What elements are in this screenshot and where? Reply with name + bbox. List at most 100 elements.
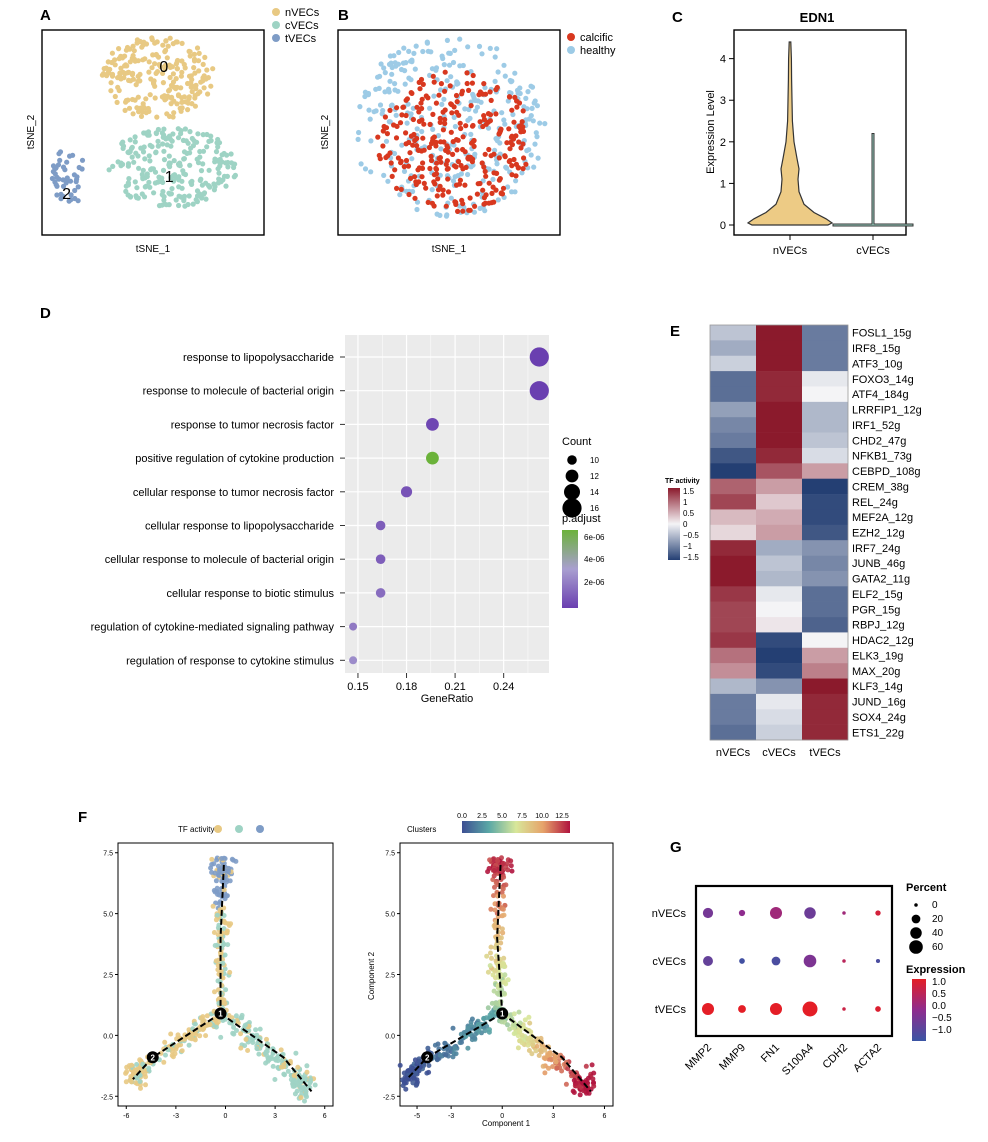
panel-a-point-tVECs — [55, 162, 62, 168]
panel-b-point-calcific — [507, 94, 513, 100]
panel-f-cell — [515, 1045, 521, 1051]
panel-e-cell — [710, 570, 756, 587]
panel-b-point-calcific — [380, 128, 386, 134]
panel-b-point-calcific — [493, 187, 499, 193]
panel-d-count-legend-key — [564, 484, 580, 500]
panel-b-point-calcific — [414, 104, 420, 110]
panel-a-point-cVECs — [181, 156, 187, 162]
panel-a-point-nVECs — [122, 107, 128, 113]
panel-f-cell — [501, 979, 507, 985]
panel-a-point-tVECs — [72, 187, 78, 194]
panel-b-point-calcific — [504, 140, 510, 146]
panel-a-point-nVECs — [196, 50, 202, 57]
panel-g-dot — [842, 959, 846, 963]
panel-f-cell — [550, 1064, 556, 1070]
panel-b-point-calcific — [516, 100, 523, 106]
panel-a-point-cVECs — [139, 191, 145, 197]
panel-f-cell — [473, 1031, 478, 1037]
panel-a-point-cVECs — [169, 186, 175, 192]
panel-f-cell — [565, 1066, 571, 1072]
panel-e-cell — [710, 540, 756, 556]
panel-c-ytick-label: 1 — [720, 178, 726, 190]
panel-a-point-nVECs — [126, 105, 133, 111]
panel-b-point-healthy — [534, 134, 540, 140]
panel-f-branch-label: 1 — [500, 1009, 505, 1018]
panel-b-point-calcific — [433, 166, 440, 172]
panel-a-point-nVECs — [132, 97, 138, 103]
panel-f-ytick-label: 7.5 — [385, 851, 395, 858]
panel-e-cell — [710, 386, 756, 403]
panel-f-branch-label: 1 — [218, 1009, 223, 1018]
panel-f-cell — [589, 1062, 595, 1068]
panel-b-point-healthy — [377, 102, 384, 108]
panel-b-point-healthy — [477, 205, 483, 211]
panel-c-ytick-label: 3 — [720, 95, 726, 107]
panel-b-point-calcific — [521, 155, 527, 161]
panel-b-point-calcific — [434, 193, 440, 199]
panel-b-point-calcific — [509, 172, 515, 178]
panel-f-cell — [197, 1033, 203, 1039]
panel-b-point-healthy — [534, 103, 541, 109]
panel-a-point-cVECs — [182, 126, 188, 132]
panel-f-cell — [492, 968, 498, 974]
panel-b-point-healthy — [454, 79, 460, 85]
panel-a-point-cVECs — [167, 164, 173, 170]
panel-b-point-healthy — [385, 178, 391, 184]
panel-b-point-healthy — [444, 78, 450, 84]
panel-f-cell — [225, 942, 231, 948]
panel-b-point-calcific — [462, 182, 468, 188]
panel-b-point-healthy — [387, 78, 393, 84]
panel-g-legends: Percent 0 20 40 60 Expression1.00.50.0−0.5−1.… — [906, 882, 966, 1041]
panel-f-cell — [559, 1068, 565, 1074]
panel-f-cell — [134, 1062, 140, 1067]
panel-a-cluster-label: 0 — [159, 59, 168, 76]
panel-b-point-calcific — [456, 112, 462, 118]
panel-a-point-cVECs — [197, 177, 203, 183]
panel-b-point-healthy — [392, 87, 398, 93]
panel-a-point-nVECs — [140, 101, 146, 107]
panel-e-cell — [710, 724, 756, 741]
panel-d-dot — [349, 656, 358, 665]
panel-e-row-label: LRRFIP1_12g — [852, 405, 922, 417]
panel-d-term-label: cellular response to lipopolysaccharide — [145, 521, 334, 533]
panel-f2-legend-title: Clusters — [407, 825, 436, 834]
panel-b-point-healthy — [482, 208, 488, 214]
panel-f-ytick-label: -2.5 — [383, 1094, 395, 1101]
panel-a-point-nVECs — [197, 89, 203, 95]
panel-a-point-cVECs — [231, 174, 237, 180]
panel-f-cell — [222, 1000, 228, 1006]
panel-f-cell — [586, 1090, 592, 1096]
panel-b-point-calcific — [520, 108, 526, 114]
panel-b-point-healthy — [397, 192, 403, 198]
panel-b-point-calcific — [400, 104, 406, 110]
panel-b-point-healthy — [425, 48, 431, 54]
panel-e-cell — [802, 724, 848, 741]
panel-f-left-branch — [132, 1012, 222, 1080]
panel-f-cell — [223, 987, 229, 993]
panel-b-point-calcific — [384, 131, 390, 137]
panel-b-point-healthy — [528, 152, 534, 158]
panel-f-cell — [507, 1026, 513, 1032]
panel-b-point-calcific — [470, 122, 476, 129]
panel-a-point-tVECs — [50, 163, 57, 169]
panel-a-point-cVECs — [188, 179, 194, 185]
panel-a-point-cVECs — [216, 176, 222, 182]
panel-e-cell — [710, 417, 756, 433]
panel-f2-legend-label: 7.5 — [517, 813, 527, 820]
panel-a-point-cVECs — [176, 202, 182, 209]
panel-c-ytick-label: 4 — [720, 54, 726, 66]
panel-f-cell — [293, 1050, 299, 1056]
panel-a-cluster-label: 2 — [62, 186, 71, 203]
panel-f-cell — [534, 1043, 540, 1049]
panel-b-point-healthy — [406, 48, 412, 55]
panel-f-cell — [220, 879, 226, 885]
panel-a-point-cVECs — [170, 172, 176, 179]
panel-a-point-cVECs — [126, 150, 132, 156]
panel-d: response to lipopolysaccharide response t… — [91, 335, 605, 705]
panel-b-point-healthy — [502, 73, 508, 79]
panel-a-point-cVECs — [185, 140, 191, 146]
panel-a-point-cVECs — [166, 153, 172, 159]
panel-f-cell — [499, 926, 505, 932]
panel-f-cell — [239, 1012, 245, 1018]
panel-a-point-nVECs — [179, 69, 185, 75]
